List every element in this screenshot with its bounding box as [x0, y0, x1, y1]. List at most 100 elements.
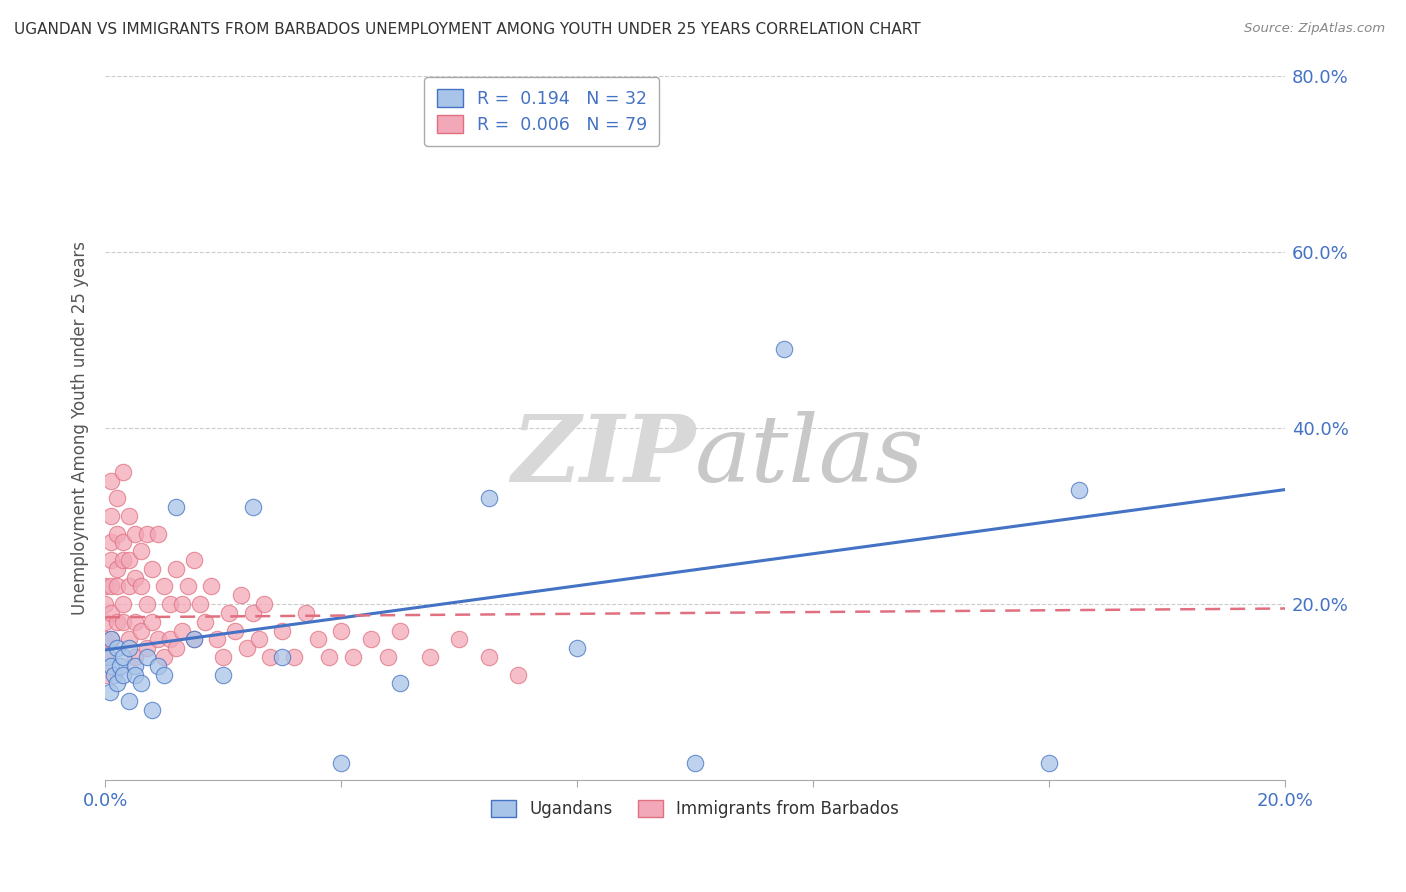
Text: UGANDAN VS IMMIGRANTS FROM BARBADOS UNEMPLOYMENT AMONG YOUTH UNDER 25 YEARS CORR: UGANDAN VS IMMIGRANTS FROM BARBADOS UNEM…: [14, 22, 921, 37]
Point: [135, 650, 157, 665]
Point: [118, 641, 141, 656]
Point: [148, 526, 170, 541]
Point: [242, 500, 264, 515]
Point: [100, 632, 122, 647]
Point: [449, 632, 471, 647]
Point: [129, 676, 152, 690]
Point: [129, 624, 152, 638]
Point: [229, 588, 252, 602]
Point: [419, 650, 441, 665]
Point: [1038, 756, 1060, 770]
Point: [124, 615, 146, 629]
Point: [170, 624, 193, 638]
Point: [111, 465, 134, 479]
Point: [94, 615, 117, 629]
Point: [207, 632, 229, 647]
Point: [377, 650, 399, 665]
Text: Source: ZipAtlas.com: Source: ZipAtlas.com: [1244, 22, 1385, 36]
Legend: Ugandans, Immigrants from Barbados: Ugandans, Immigrants from Barbados: [485, 793, 905, 825]
Point: [283, 650, 305, 665]
Point: [135, 641, 157, 656]
Point: [330, 756, 353, 770]
Point: [212, 650, 235, 665]
Point: [159, 597, 181, 611]
Point: [105, 579, 128, 593]
Point: [478, 491, 501, 506]
Point: [165, 500, 187, 515]
Point: [183, 553, 205, 567]
Point: [105, 641, 128, 656]
Point: [118, 632, 141, 647]
Point: [772, 342, 794, 356]
Point: [105, 491, 128, 506]
Point: [212, 667, 235, 681]
Point: [129, 544, 152, 558]
Point: [148, 632, 170, 647]
Point: [170, 597, 193, 611]
Point: [271, 650, 294, 665]
Point: [124, 667, 146, 681]
Point: [141, 562, 163, 576]
Point: [165, 641, 187, 656]
Point: [153, 579, 176, 593]
Point: [111, 615, 134, 629]
Point: [124, 650, 146, 665]
Y-axis label: Unemployment Among Youth under 25 years: Unemployment Among Youth under 25 years: [72, 241, 89, 615]
Point: [111, 535, 134, 549]
Point: [100, 658, 122, 673]
Point: [565, 641, 588, 656]
Point: [183, 632, 205, 647]
Point: [1067, 483, 1090, 497]
Point: [100, 474, 122, 488]
Text: ZIP: ZIP: [510, 411, 695, 501]
Point: [148, 658, 170, 673]
Point: [318, 650, 340, 665]
Point: [111, 553, 134, 567]
Point: [118, 553, 141, 567]
Point: [105, 615, 128, 629]
Point: [129, 579, 152, 593]
Point: [342, 650, 364, 665]
Point: [124, 658, 146, 673]
Point: [105, 676, 128, 690]
Point: [183, 632, 205, 647]
Point: [100, 508, 122, 523]
Point: [135, 526, 157, 541]
Point: [247, 632, 270, 647]
Point: [177, 579, 200, 593]
Text: atlas: atlas: [695, 411, 925, 501]
Point: [153, 650, 176, 665]
Point: [236, 641, 259, 656]
Point: [94, 597, 117, 611]
Point: [118, 579, 141, 593]
Point: [100, 632, 122, 647]
Point: [159, 632, 181, 647]
Point: [124, 526, 146, 541]
Point: [135, 597, 157, 611]
Point: [242, 606, 264, 620]
Point: [105, 562, 128, 576]
Point: [141, 615, 163, 629]
Point: [94, 667, 117, 681]
Point: [360, 632, 382, 647]
Point: [103, 667, 125, 681]
Point: [294, 606, 316, 620]
Point: [218, 606, 240, 620]
Point: [389, 676, 412, 690]
Point: [271, 624, 294, 638]
Point: [259, 650, 281, 665]
Point: [100, 553, 122, 567]
Point: [100, 535, 122, 549]
Point: [118, 508, 141, 523]
Point: [141, 703, 163, 717]
Point: [94, 632, 117, 647]
Point: [165, 562, 187, 576]
Point: [224, 624, 246, 638]
Point: [683, 756, 706, 770]
Point: [200, 579, 222, 593]
Point: [98, 685, 121, 699]
Point: [111, 667, 134, 681]
Point: [97, 650, 120, 665]
Point: [111, 650, 134, 665]
Point: [253, 597, 276, 611]
